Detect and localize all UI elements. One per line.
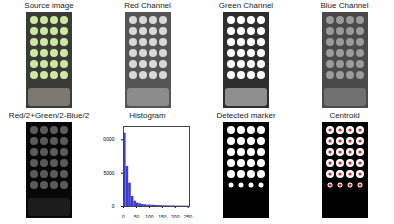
svg-text:200: 200 bbox=[171, 214, 180, 218]
svg-text:250: 250 bbox=[184, 214, 193, 218]
html-text:Histogram: Histogram bbox=[129, 111, 166, 120]
svg-text:50: 50 bbox=[133, 214, 139, 218]
svg-text:0: 0 bbox=[122, 214, 125, 218]
html-text:Blue Channel: Blue Channel bbox=[320, 1, 369, 10]
svg-text:100: 100 bbox=[145, 214, 154, 218]
svg-text:150: 150 bbox=[158, 214, 167, 218]
html-text:Detected marker: Detected marker bbox=[216, 111, 276, 120]
html-text:Green Channel: Green Channel bbox=[218, 1, 274, 10]
html-text:Centroid: Centroid bbox=[329, 111, 360, 120]
html-text:Source image: Source image bbox=[24, 1, 74, 10]
svg-text:0: 0 bbox=[111, 203, 114, 209]
html-text:Red/2+Green/2-Blue/2: Red/2+Green/2-Blue/2 bbox=[8, 111, 90, 120]
svg-text:5000: 5000 bbox=[103, 170, 114, 176]
svg-text:10000: 10000 bbox=[103, 136, 115, 142]
html-text:Red Channel: Red Channel bbox=[124, 1, 171, 10]
